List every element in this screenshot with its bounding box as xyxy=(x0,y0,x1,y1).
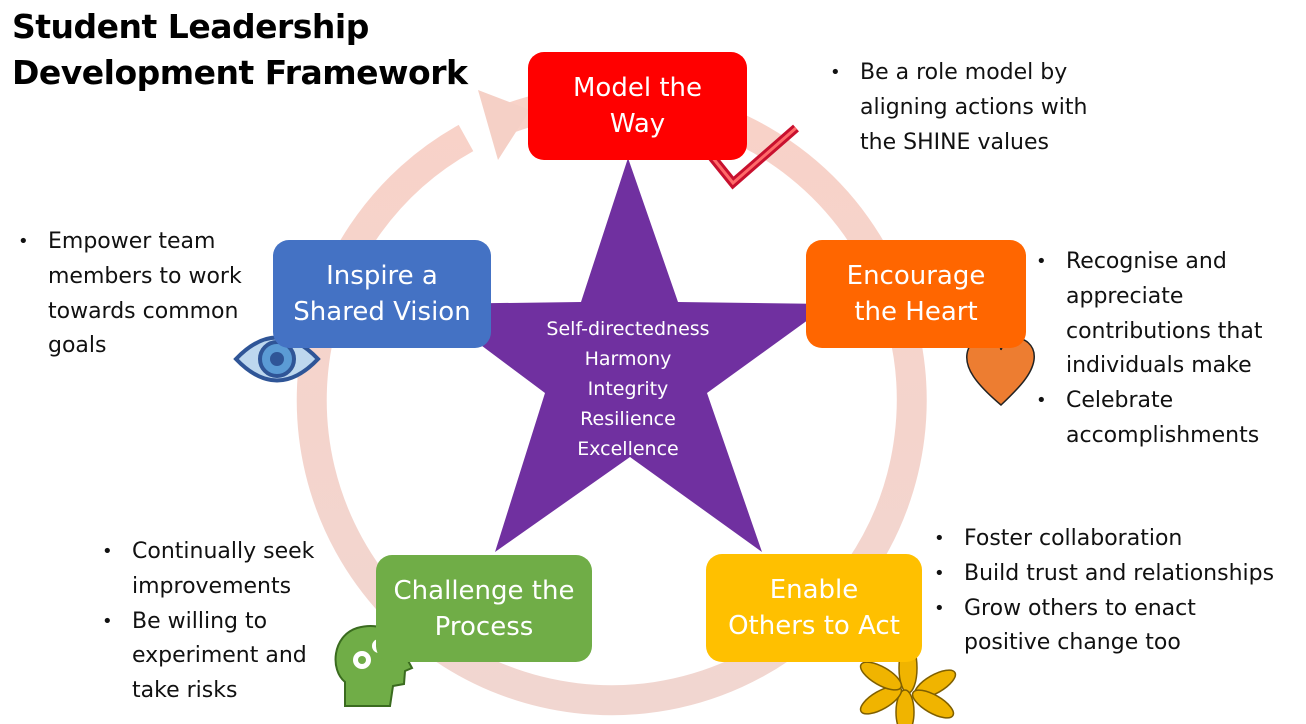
note-item: Empower team members to work towards com… xyxy=(14,225,274,364)
practice-model-the-way: Model the Way xyxy=(528,52,747,160)
page-title: Student Leadership Development Framework xyxy=(12,4,512,96)
note-line: accomplishments xyxy=(1066,422,1260,448)
note-item: Continually seek improvements xyxy=(98,535,358,605)
practice-label-line: Inspire a xyxy=(326,261,438,291)
practice-encourage-the-heart: Encourage the Heart xyxy=(806,240,1026,348)
cycle-ring xyxy=(296,85,927,716)
notes-encourage-the-heart: Recognise and appreciate contributions t… xyxy=(1032,245,1306,454)
note-line: aligning actions with xyxy=(860,94,1088,120)
note-item: Be a role model by aligning actions with… xyxy=(826,56,1116,160)
note-line: Empower team xyxy=(48,229,216,254)
note-item: Foster collaboration xyxy=(930,522,1306,557)
practice-label-line: Enable xyxy=(769,575,859,605)
note-line: individuals make xyxy=(1066,353,1252,379)
core-value: Resilience xyxy=(580,408,676,430)
note-item: Be willing to experiment and take risks xyxy=(98,605,358,709)
practice-inspire-shared-vision: Inspire a Shared Vision xyxy=(273,240,491,348)
core-values: Self-directedness Harmony Integrity Resi… xyxy=(528,314,728,464)
note-item: Celebrate accomplishments xyxy=(1032,384,1306,454)
practice-label-line: the Heart xyxy=(854,297,978,327)
note-line: the SHINE values xyxy=(860,129,1049,155)
note-line: Build trust and relationships xyxy=(964,560,1275,586)
practice-label-line: Process xyxy=(434,611,534,642)
cycle-arrowhead xyxy=(478,90,530,160)
practice-label-line: Way xyxy=(609,109,666,139)
core-value: Self-directedness xyxy=(546,318,710,340)
note-line: Grow others to enact xyxy=(964,595,1196,621)
notes-enable-others: Foster collaboration Build trust and rel… xyxy=(930,522,1306,661)
note-line: Be willing to xyxy=(132,608,268,634)
practice-label-line: Model the xyxy=(573,73,702,103)
note-line: improvements xyxy=(132,573,292,599)
practice-enable-others: Enable Others to Act xyxy=(706,554,922,662)
practice-label-line: Encourage xyxy=(846,261,986,291)
note-line: appreciate xyxy=(1066,283,1184,309)
note-item: Build trust and relationships xyxy=(930,557,1306,592)
note-line: take risks xyxy=(132,678,238,704)
practice-label-line: Shared Vision xyxy=(293,297,471,327)
note-line: Foster collaboration xyxy=(964,526,1183,551)
note-line: positive change too xyxy=(964,630,1181,656)
note-line: goals xyxy=(48,333,107,359)
practice-label-line: Challenge the xyxy=(393,575,575,606)
title-line: Student Leadership xyxy=(12,7,369,46)
note-item: Grow others to enact positive change too xyxy=(930,592,1306,662)
practice-challenge-the-process: Challenge the Process xyxy=(376,555,592,662)
title-line: Development Framework xyxy=(12,53,468,92)
note-line: members to work xyxy=(48,263,242,289)
notes-inspire-shared-vision: Empower team members to work towards com… xyxy=(14,225,274,364)
note-line: Be a role model by xyxy=(860,60,1068,85)
note-line: contributions that xyxy=(1066,318,1263,344)
checkmark-icon xyxy=(704,124,799,190)
practice-label-line: Others to Act xyxy=(728,611,900,641)
core-value: Excellence xyxy=(577,438,679,460)
core-value: Integrity xyxy=(587,378,669,400)
note-line: Celebrate xyxy=(1066,388,1174,414)
core-value: Harmony xyxy=(584,348,672,370)
note-item: Recognise and appreciate contributions t… xyxy=(1032,245,1306,384)
values-star xyxy=(426,158,830,552)
notes-model-the-way: Be a role model by aligning actions with… xyxy=(826,56,1116,160)
notes-challenge-the-process: Continually seek improvements Be willing… xyxy=(98,535,358,709)
note-line: Continually seek xyxy=(132,539,315,564)
note-line: Recognise and xyxy=(1066,249,1227,274)
note-line: towards common xyxy=(48,298,239,324)
note-line: experiment and xyxy=(132,643,307,669)
